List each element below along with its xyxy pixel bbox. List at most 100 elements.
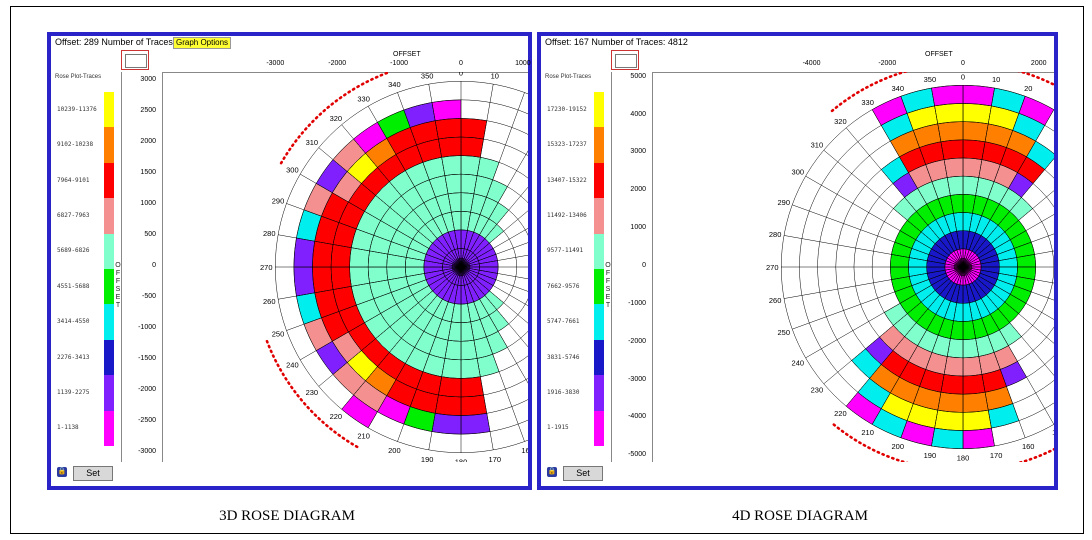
angle-label: 270 — [766, 263, 779, 272]
legend-swatch — [594, 410, 604, 446]
legend-swatch — [104, 339, 114, 376]
y-tick-label: 3000 — [630, 148, 646, 156]
rose-cell — [460, 394, 488, 416]
y-tick-label: 500 — [144, 231, 156, 239]
center-spoke — [459, 257, 462, 268]
angle-label: 230 — [306, 388, 319, 397]
legend-label: 1139-2275 — [57, 388, 90, 396]
legend-swatch — [104, 269, 114, 305]
dotted-arc-marker — [830, 421, 1054, 462]
legend-swatch — [104, 304, 114, 340]
zoom-box[interactable] — [611, 50, 639, 70]
rose-cell — [312, 266, 334, 294]
rose-cell — [937, 121, 964, 142]
y-tick-label: 0 — [152, 262, 156, 269]
angle-label: 350 — [421, 72, 434, 80]
rose-cell — [330, 266, 352, 290]
grid-spoke — [962, 190, 1054, 268]
grid-spoke — [962, 250, 1054, 268]
rose-panel-3d: Offset: 289 Number of Traces: 2415 Graph… — [47, 32, 654, 490]
grid-spoke — [962, 87, 995, 268]
angle-label: 320 — [834, 117, 847, 126]
legend-swatch — [594, 375, 604, 411]
rose-plot: 0102030405060708090100110120130140150160… — [766, 72, 1054, 462]
legend-label: 17230-19152 — [547, 105, 587, 113]
grid-spoke — [460, 266, 525, 442]
grid-spoke — [792, 266, 964, 330]
angle-label: 310 — [306, 138, 319, 147]
legend-label: 3831-5746 — [547, 353, 580, 361]
lock-icon[interactable]: 🔒 — [547, 467, 557, 477]
grid-spoke — [318, 266, 462, 387]
angle-label: 250 — [272, 330, 285, 339]
legend-swatch — [104, 162, 114, 199]
angle-label: 10 — [992, 75, 1000, 84]
y-tick-label: -1000 — [138, 323, 156, 331]
grid-spoke — [460, 266, 528, 292]
lock-icon[interactable]: 🔒 — [57, 467, 67, 477]
legend-label: 5689-6826 — [57, 247, 90, 255]
grid-spoke — [460, 266, 528, 306]
legend-label: 1-1138 — [57, 424, 79, 432]
legend-title: Rose Plot-Traces — [55, 74, 102, 80]
zoom-box-inner — [125, 54, 147, 68]
y-tick-label: -3000 — [628, 375, 646, 383]
legend-label: 2276-3413 — [57, 353, 90, 361]
grid-spoke — [900, 96, 964, 268]
grid-spoke — [318, 147, 462, 268]
grid-spoke — [286, 266, 462, 331]
grid-spoke — [962, 214, 1054, 268]
legend-label: 10239-11376 — [57, 105, 97, 113]
panel-header: Offset: 289 Number of Traces: 2415 Graph… — [51, 36, 528, 50]
x-tick-label: 2000 — [1030, 60, 1047, 67]
legend-swatch — [594, 304, 604, 340]
grid-spoke — [460, 150, 528, 268]
grid-spoke — [460, 266, 494, 450]
grid-spoke — [367, 106, 462, 268]
legend-swatch — [104, 127, 114, 163]
set-button[interactable]: Set — [563, 466, 603, 481]
grid-spoke — [962, 266, 1054, 425]
angle-label: 240 — [792, 358, 805, 367]
rose-cell — [931, 85, 964, 107]
x-axis: OFFSET -4000-2000020004000 — [653, 50, 1054, 73]
grid-spoke — [805, 175, 964, 268]
grid-spoke — [871, 266, 964, 425]
grid-spoke — [460, 266, 528, 324]
angle-label: 200 — [388, 446, 401, 455]
x-tick-label: -4000 — [802, 60, 821, 67]
caption-3d: 3D ROSE DIAGRAM — [219, 508, 355, 524]
angle-label: 270 — [260, 263, 273, 272]
panel-header: Offset: 167 Number of Traces: 4812 — [541, 36, 1054, 50]
grid-spoke — [962, 96, 1026, 268]
legend-swatch — [594, 127, 604, 163]
set-button[interactable]: Set — [73, 466, 113, 481]
legend-title: Rose Plot-Traces — [545, 74, 592, 80]
legend-swatch — [594, 339, 604, 376]
rose-cell — [962, 374, 986, 395]
rose-cell — [431, 413, 462, 435]
legend-swatch — [104, 375, 114, 411]
grid-spoke — [962, 109, 1054, 268]
angle-label: 290 — [777, 198, 790, 207]
legend-swatch — [104, 410, 114, 446]
graph-options-button[interactable]: Graph Options — [173, 37, 232, 49]
legend-swatch — [594, 269, 604, 305]
rose-cell — [962, 121, 989, 142]
x-tick-label: 1000 — [515, 60, 531, 67]
zoom-box[interactable] — [121, 50, 149, 70]
grid-spoke — [962, 266, 1026, 438]
rose-cell — [330, 244, 352, 268]
legend-label: 4551-5688 — [57, 282, 90, 290]
rose-panel-4d: Offset: 167 Number of Traces: 4812 Rose … — [537, 32, 1058, 490]
grid-spoke — [286, 203, 462, 268]
x-tick-label: 0 — [961, 60, 965, 67]
rose-cell — [438, 136, 462, 158]
grid-spoke — [962, 266, 1054, 320]
y-tick-label: 1500 — [140, 169, 156, 177]
legend-label: 7964-9101 — [57, 176, 90, 184]
grid-spoke — [397, 266, 462, 442]
grid-spoke — [931, 87, 964, 268]
